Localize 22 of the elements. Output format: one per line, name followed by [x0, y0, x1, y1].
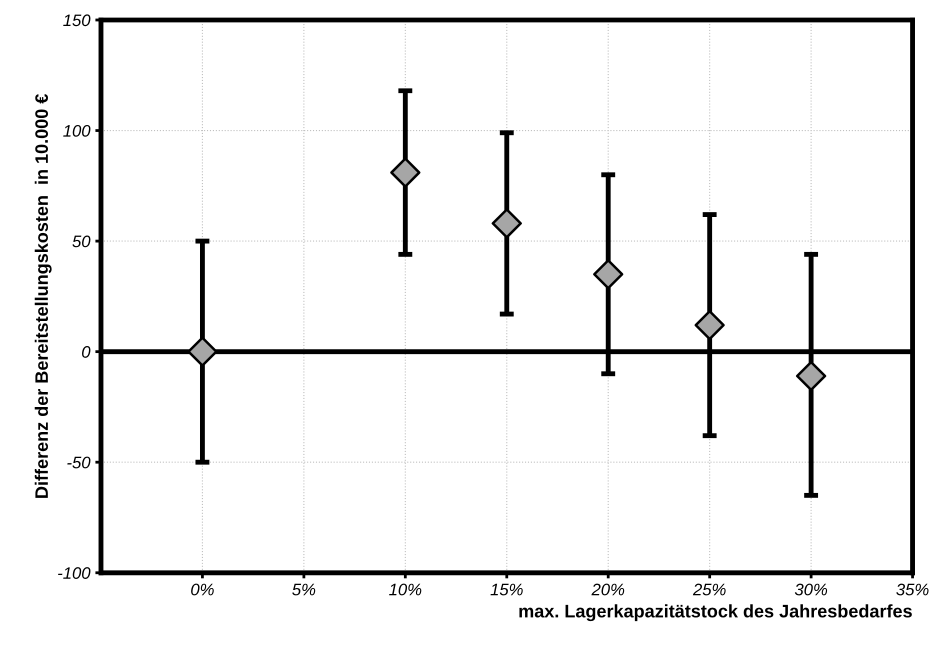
y-tick-label: 150: [63, 14, 90, 26]
y-axis-title: Differenz der Bereitstellungskosten in 10.000 €: [34, 94, 52, 498]
point: [390, 157, 420, 188]
y-tick-label: 50: [72, 236, 90, 248]
point: [694, 310, 725, 340]
x-tick-label: 5%: [292, 584, 316, 596]
x-tick-label: 30%: [794, 584, 828, 596]
point: [492, 208, 522, 239]
x-tick-label: 35%: [896, 584, 929, 596]
x-tick-label: 25%: [692, 584, 726, 596]
x-tick-label: 20%: [591, 584, 624, 596]
point: [187, 336, 218, 367]
x-axis-title: max. Lagerkapazitätstock des Jahresbedarfes: [519, 604, 912, 622]
y-tick-label: -50: [67, 456, 90, 468]
x-tick-label: 15%: [490, 584, 523, 596]
x-tick-label: 0%: [191, 584, 214, 596]
y-tick-label: 100: [63, 124, 90, 137]
x-tick-label: 10%: [389, 584, 422, 596]
y-tick-label: -100: [58, 567, 90, 579]
point: [796, 360, 826, 392]
y-tick-label: 0: [82, 346, 90, 358]
point: [593, 259, 624, 290]
